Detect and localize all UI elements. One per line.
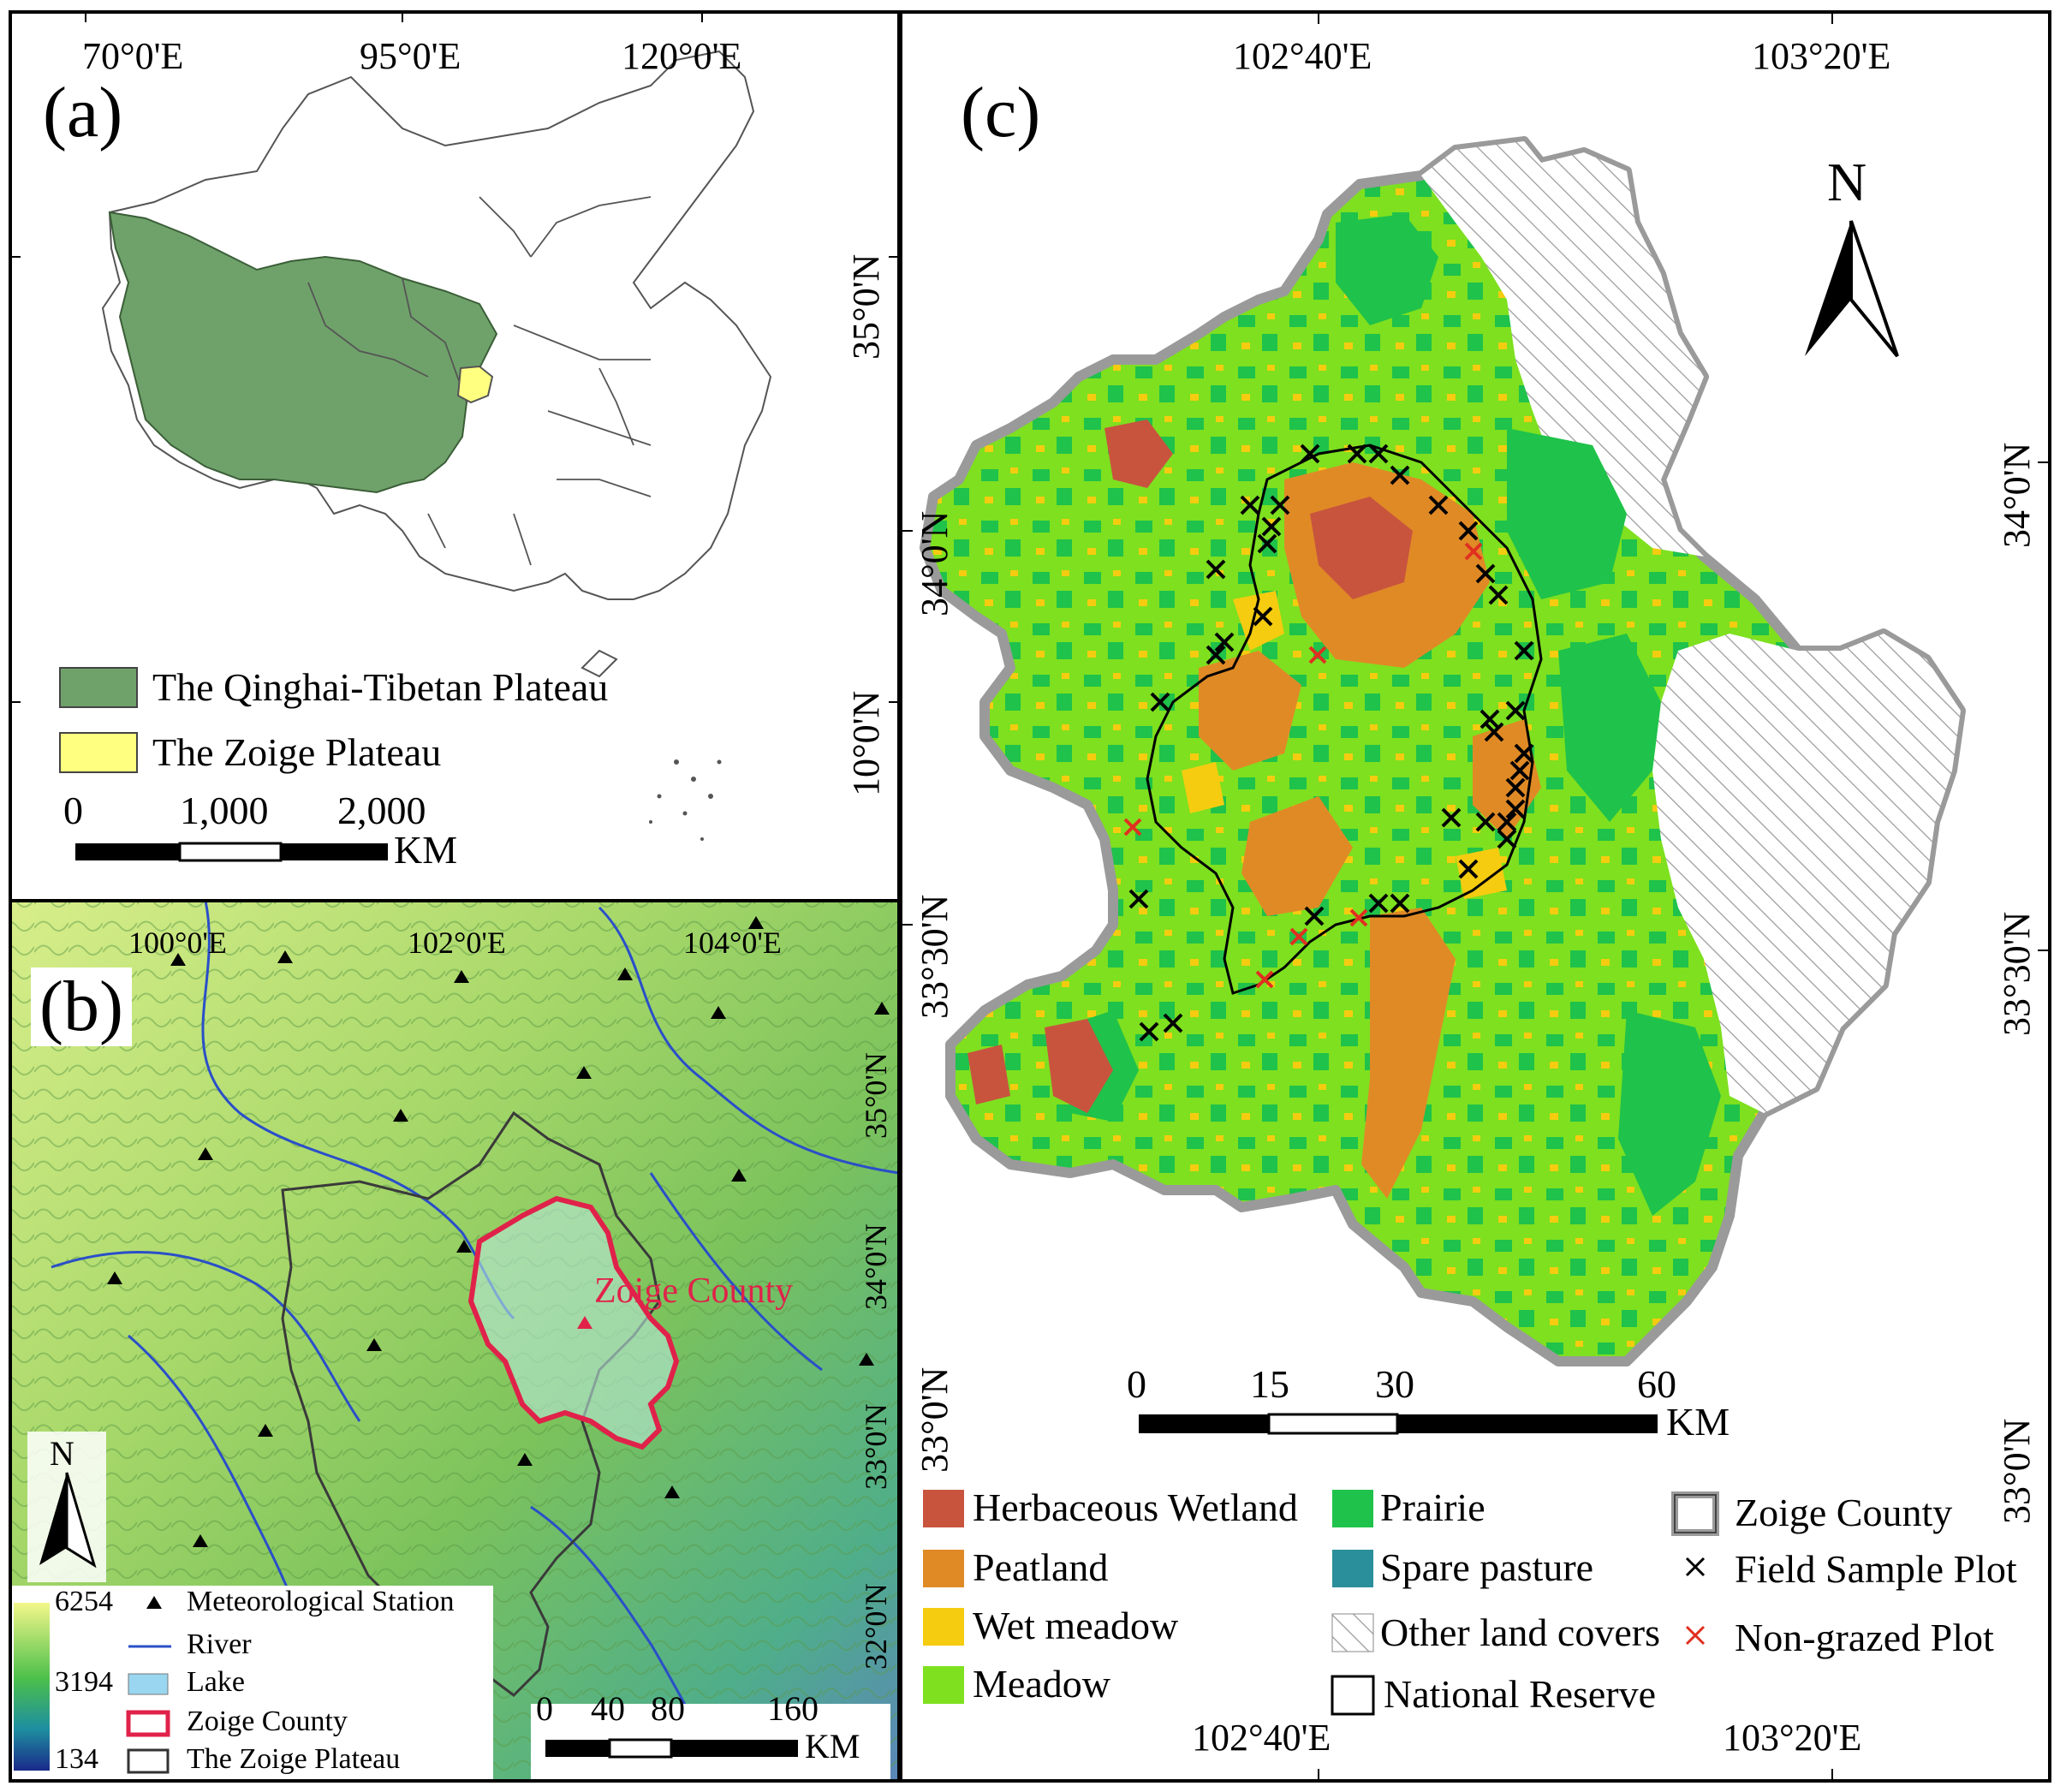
- elevation-min: 134: [55, 1743, 98, 1775]
- panel-a-lat-tick: 35°0'N: [845, 253, 887, 360]
- panel-b: [9, 899, 901, 1783]
- panel-c-lat-tick-right: 34°0'N: [1996, 442, 2038, 548]
- legend-label-plateau: The Zoige Plateau: [187, 1743, 401, 1775]
- legend-swatch-zoige-plateau: [59, 732, 138, 773]
- scalebar-tick: 160: [767, 1689, 819, 1728]
- legend-swatch-qtp: [59, 667, 138, 708]
- legend-label-herbaceous-wetland: Herbaceous Wetland: [973, 1485, 1298, 1529]
- panel-c-north-arrow: [1805, 220, 1899, 358]
- qinghai-tibetan-plateau-region: [108, 211, 498, 494]
- panel-c-lat-tick-right: 33°0'N: [1996, 1418, 2038, 1524]
- zoige-county-label: Zoige County: [594, 1271, 794, 1311]
- panel-b-lon-tick: 104°0'E: [683, 926, 782, 960]
- panel-b-north-arrow: [39, 1472, 97, 1569]
- river-lines: [16, 900, 900, 1782]
- field-sample-plots: [1128, 444, 1534, 1042]
- panel-c: [899, 10, 2051, 1783]
- scalebar-tick: 0: [536, 1689, 553, 1728]
- meteorological-stations: [107, 916, 890, 1547]
- legend-label-county: Zoige County: [187, 1706, 348, 1737]
- prairie-patches: [1062, 214, 1721, 1216]
- panel-b-letter: (b): [31, 967, 132, 1047]
- panel-c-lat-tick-left: 33°30'N: [914, 894, 956, 1019]
- panel-b-lat-tick: 35°0'N: [859, 1052, 893, 1139]
- scalebar-unit: KM: [394, 828, 458, 872]
- herbaceous-wetland-patches: [967, 420, 1413, 1113]
- elevation-colorbar: [14, 1603, 50, 1771]
- panel-c-lon-tick-bottom: 102°40'E: [1192, 1717, 1331, 1759]
- elevation-max: 6254: [55, 1586, 113, 1617]
- province-boundaries: [307, 196, 652, 566]
- panel-c-legend-swatches: [923, 1490, 1719, 1716]
- panel-b-legend-symbols: [126, 1596, 171, 1774]
- legend-label-spare-pasture: Spare pasture: [1380, 1545, 1594, 1589]
- scalebar-tick: 2,000: [337, 789, 426, 832]
- panel-c-letter: (c): [952, 73, 1050, 153]
- panel-c-north-label: N: [1827, 152, 1867, 212]
- national-reserve-boundary: [1146, 444, 1543, 995]
- panel-c-lon-tick-top: 102°40'E: [1233, 35, 1372, 77]
- non-grazed-plots: [1123, 542, 1483, 989]
- zoige-county-boundary: [467, 1195, 680, 1450]
- legend-label-non-grazed-plot: Non-grazed Plot: [1735, 1616, 1994, 1659]
- panel-a: [9, 10, 901, 902]
- scalebar-tick: 1,000: [180, 789, 269, 832]
- panel-c-lat-tick-right: 33°30'N: [1996, 911, 2038, 1036]
- zoige-county-station: [577, 1316, 592, 1329]
- panel-c-lat-tick-left: 34°0'N: [914, 510, 956, 616]
- scalebar-unit: KM: [1666, 1400, 1730, 1444]
- legend-label-zoige-plateau: The Zoige Plateau: [152, 730, 442, 774]
- legend-label-zoige-county: Zoige County: [1735, 1491, 1953, 1534]
- panel-b-lat-tick: 32°0'N: [859, 1583, 893, 1670]
- panel-a-lon-tick: 70°0'E: [82, 35, 184, 77]
- panel-a-scalebar: [75, 842, 388, 862]
- legend-label-field-sample-plot: Field Sample Plot: [1735, 1547, 2017, 1591]
- scalebar-tick: 15: [1250, 1362, 1289, 1406]
- legend-label-prairie: Prairie: [1380, 1485, 1485, 1529]
- scalebar-tick: 80: [651, 1689, 685, 1728]
- zoige-plateau-boundary: [281, 1110, 661, 1697]
- legend-label-lake: Lake: [187, 1666, 245, 1698]
- scalebar-unit: KM: [805, 1727, 860, 1765]
- legend-label-national-reserve: National Reserve: [1384, 1672, 1657, 1716]
- panel-c-scalebar: [1139, 1413, 1658, 1435]
- panel-a-lat-tick: 10°0'N: [845, 690, 887, 796]
- other-land-covers-region: [1421, 141, 1961, 1113]
- scalebar-tick: 0: [1127, 1362, 1146, 1406]
- legend-label-meadow: Meadow: [973, 1662, 1110, 1706]
- panel-a-lon-tick: 120°0'E: [622, 35, 742, 77]
- legend-label-qtp: The Qinghai-Tibetan Plateau: [152, 665, 609, 709]
- panel-b-lat-tick: 33°0'N: [859, 1403, 893, 1490]
- panel-b-scalebar: [545, 1738, 798, 1759]
- south-china-sea-islands: [580, 649, 722, 841]
- panel-b-lon-tick: 100°0'E: [128, 926, 227, 960]
- legend-label-peatland: Peatland: [973, 1545, 1109, 1589]
- legend-label-other-land-covers: Other land covers: [1380, 1610, 1660, 1654]
- zoige-plateau-region: [456, 365, 494, 404]
- panel-c-lon-tick-bottom: 103°20'E: [1723, 1717, 1862, 1759]
- panel-c-lon-tick-top: 103°20'E: [1752, 35, 1891, 77]
- panel-b-legend-box: [12, 1586, 493, 1779]
- panel-b-north-label: N: [50, 1434, 74, 1473]
- panel-b-lon-tick: 102°0'E: [408, 926, 506, 960]
- panel-a-letter: (a): [34, 73, 132, 153]
- legend-label-wet-meadow: Wet meadow: [973, 1604, 1179, 1647]
- panel-c-lat-tick-left: 33°0'N: [914, 1366, 956, 1473]
- scalebar-tick: 30: [1375, 1362, 1414, 1406]
- legend-label-station: Meteorological Station: [187, 1586, 455, 1617]
- panel-a-lon-tick: 95°0'E: [360, 35, 461, 77]
- elevation-mid: 3194: [55, 1666, 113, 1698]
- scalebar-tick: 0: [63, 789, 83, 832]
- scalebar-tick: 60: [1637, 1362, 1676, 1406]
- panel-b-lat-tick: 34°0'N: [859, 1223, 893, 1310]
- scalebar-tick: 40: [591, 1689, 625, 1728]
- legend-label-river: River: [187, 1628, 252, 1660]
